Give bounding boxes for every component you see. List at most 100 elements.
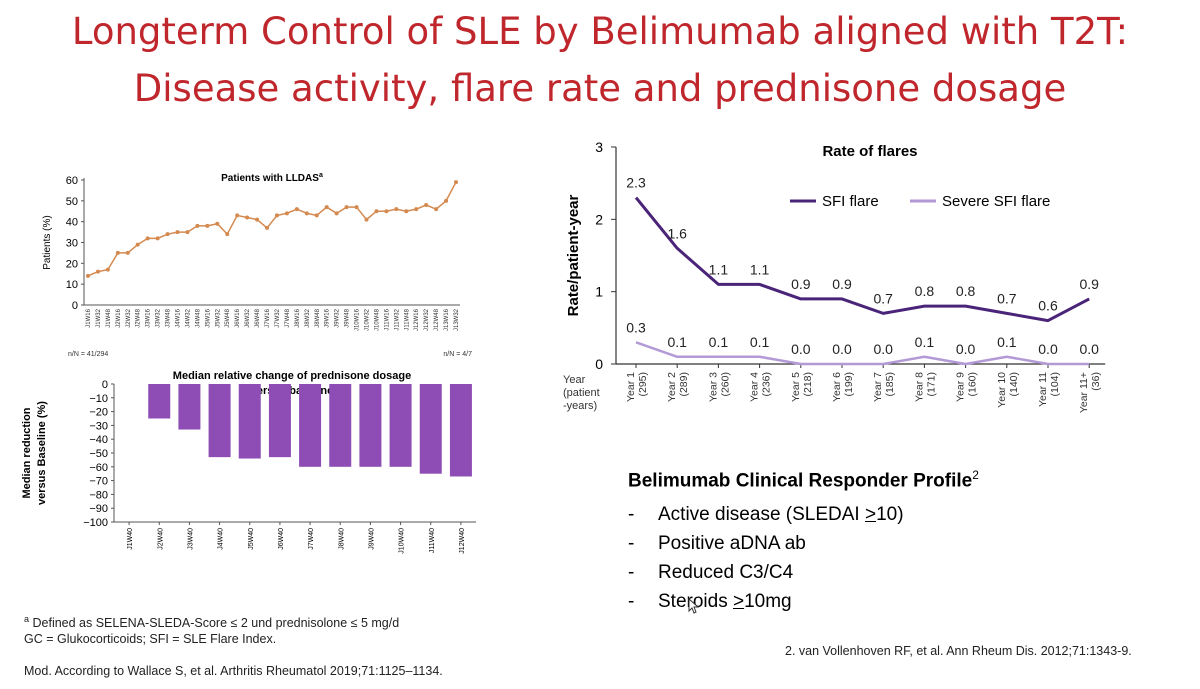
responder-profile-item: - Active disease (SLEDAI >10) xyxy=(628,500,1058,529)
lldas-point xyxy=(86,273,90,278)
flare-x-tick-label: Year 5(218) xyxy=(790,372,814,402)
severe-sfi-flare-data-label: 0.0 xyxy=(1079,341,1099,357)
prednisone-bar xyxy=(449,384,472,477)
severe-sfi-flare-data-label: 0.3 xyxy=(626,319,646,335)
item-comparator: > xyxy=(732,591,745,613)
lldas-x-tick-label: J1W16 xyxy=(86,308,92,327)
sfi-flare-data-label: 1.6 xyxy=(667,225,687,241)
flare-x-tick-label: Year 6(199) xyxy=(831,372,855,402)
flare-chart-title: Rate of flares xyxy=(822,143,917,160)
lldas-y-tick-label: 30 xyxy=(66,238,78,250)
prednisone-y-tick-label: −70 xyxy=(89,476,108,488)
sfi-flare-line xyxy=(634,196,1090,323)
lldas-point xyxy=(334,211,339,216)
prednisone-bar xyxy=(148,384,171,419)
flare-x-tick-label: Year 10(140) xyxy=(996,372,1020,408)
flare-x-tick-label: Year 7(185) xyxy=(872,372,896,402)
lldas-point xyxy=(364,217,369,222)
flare-x-axis-label: (patient xyxy=(563,387,600,399)
lldas-x-tick-label: J13W32 xyxy=(454,308,460,331)
slide-title-line-2: Disease activity, flare rate and prednis… xyxy=(133,67,1067,110)
flare-x-tick-label: Year 11+(36) xyxy=(1078,372,1102,413)
lldas-x-tick-label: J7W16 xyxy=(265,308,271,327)
sfi-flare-data-label: 0.9 xyxy=(832,276,852,292)
lldas-point xyxy=(175,230,180,235)
bullet-dash: - xyxy=(628,562,635,584)
responder-profile-item: - Positive aDNA ab xyxy=(628,529,1058,558)
item-comparator: > xyxy=(864,504,877,526)
lldas-chart: Patients with LLDASa Patients (%) 0 10 20 30 4… xyxy=(42,172,472,358)
lldas-point xyxy=(304,211,309,216)
item-text: Positive aDNA ab xyxy=(658,533,806,555)
flare-x-tick-label: Year 1(295) xyxy=(625,372,649,402)
lldas-point xyxy=(115,250,120,255)
footnote-reference-2: 2. van Vollenhoven RF, et al. Ann Rheum … xyxy=(785,644,1132,658)
lldas-point xyxy=(185,230,190,235)
lldas-point xyxy=(245,215,250,220)
responder-profile: Belimumab Clinical Responder Profile2 - A… xyxy=(628,468,1058,616)
lldas-point xyxy=(95,269,100,274)
lldas-point xyxy=(274,213,279,218)
lldas-n-end: n/N = 4/7 xyxy=(443,351,472,358)
sfi-flare-data-label: 0.6 xyxy=(1038,298,1058,314)
lldas-point xyxy=(314,213,319,218)
sfi-flare-data-label: 0.8 xyxy=(956,283,976,299)
lldas-point xyxy=(255,217,260,222)
flare-rate-chart: Rate of flares Rate/patient-year 0 1 2 3 Year(… xyxy=(563,139,1106,413)
prednisone-x-tick-label: J12W40 xyxy=(459,528,466,554)
lldas-x-tick-label: J1W48 xyxy=(106,308,112,327)
lldas-n-start: n/N = 41/294 xyxy=(68,351,108,358)
prednisone-x-tick-label: J7W40 xyxy=(308,528,315,550)
lldas-x-tick-label: J13W16 xyxy=(444,308,450,331)
lldas-x-tick-label: J10W32 xyxy=(364,308,370,331)
bullet-dash: - xyxy=(628,533,635,555)
lldas-point xyxy=(434,207,439,212)
lldas-point xyxy=(294,207,299,212)
flare-y-tick-label: 2 xyxy=(595,211,603,227)
responder-profile-item: - Reduced C3/C4 xyxy=(628,558,1058,587)
sfi-flare-data-label: 1.1 xyxy=(709,261,729,277)
prednisone-y-tick-label: 0 xyxy=(102,379,108,391)
prednisone-bar xyxy=(359,384,382,467)
prednisone-x-tick-label: J6W40 xyxy=(278,528,285,550)
sfi-flare-data-label: 0.7 xyxy=(997,290,1017,306)
lldas-x-tick-label: J12W48 xyxy=(434,308,440,331)
prednisone-y-tick-label: −20 xyxy=(89,407,108,419)
prednisone-y-tick-label: −10 xyxy=(89,393,108,405)
severe-sfi-flare-data-label: 0.1 xyxy=(667,334,687,350)
footnote-definition: a Defined as SELENA-SLEDA-Score ≤ 2 und … xyxy=(24,614,400,631)
prednisone-y-tick-label: −90 xyxy=(89,503,108,515)
prednisone-y-tick-label: −50 xyxy=(89,448,108,460)
sfi-flare-data-label: 1.1 xyxy=(750,261,770,277)
lldas-y-axis-label: Patients (%) xyxy=(42,215,53,269)
prednisone-y-tick-label: −60 xyxy=(89,462,108,474)
footnote-abbreviations: GC = Glukocorticoids; SFI = SLE Flare In… xyxy=(24,632,277,646)
prednisone-x-tick-label: J8W40 xyxy=(338,528,345,550)
lldas-x-tick-label: J3W48 xyxy=(166,308,172,327)
prednisone-x-tick-label: J5W40 xyxy=(248,528,255,550)
prednisone-bar xyxy=(419,384,442,474)
lldas-x-tick-label: J9W16 xyxy=(325,308,331,327)
lldas-x-tick-label: J4W48 xyxy=(195,308,201,327)
slide-title-line-1: Longterm Control of SLE by Belimumab ali… xyxy=(71,10,1129,53)
lldas-x-tick-label: J6W16 xyxy=(235,308,241,327)
severe-sfi-flare-data-label: 0.0 xyxy=(956,341,976,357)
lldas-point xyxy=(354,205,359,210)
lldas-x-tick-label: J11W32 xyxy=(394,308,400,330)
severe-sfi-flare-line xyxy=(635,341,1090,366)
lldas-x-tick-label: J2W16 xyxy=(116,308,122,327)
lldas-point xyxy=(235,213,240,218)
prednisone-bar xyxy=(268,384,291,458)
severe-sfi-flare-data-label: 0.1 xyxy=(709,334,729,350)
lldas-x-tick-label: J2W48 xyxy=(136,308,142,327)
lldas-y-tick-label: 60 xyxy=(66,175,78,187)
lldas-point xyxy=(384,209,389,214)
sfi-flare-data-label: 2.3 xyxy=(626,175,646,191)
item-text-suffix: 10) xyxy=(876,504,904,526)
lldas-x-tick-label: J10W48 xyxy=(374,308,380,331)
lldas-x-tick-label: J3W32 xyxy=(156,308,162,327)
prednisone-bar xyxy=(208,384,231,458)
lldas-point xyxy=(205,223,210,228)
lldas-x-tick-label: J1W32 xyxy=(96,308,102,327)
lldas-x-tick-label: J11W48 xyxy=(404,308,410,330)
